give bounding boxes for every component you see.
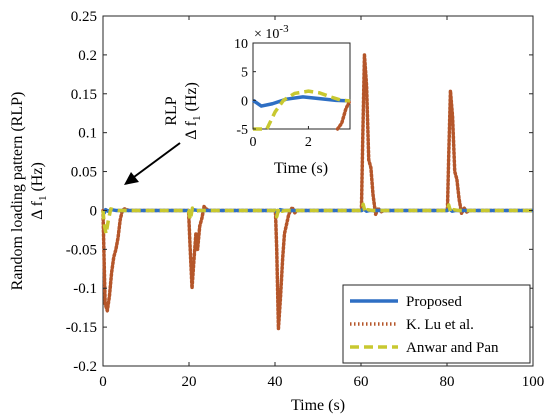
annotation-unit: (Hz) (183, 82, 200, 115)
x-axis-label: Time (s) (291, 397, 345, 414)
x-tick-label: 20 (182, 374, 197, 390)
inset-scale-label: × 10-3 (254, 23, 289, 42)
y-tick-label: 0.1 (78, 126, 97, 142)
x-tick-label: 100 (522, 374, 545, 390)
y-tick-label: -0.2 (73, 359, 97, 375)
annotation-delta: Δ f (183, 120, 200, 139)
y-axis-label-line2: Δ f1 (Hz) (29, 162, 49, 220)
y-axis-label-unit: (Hz) (29, 162, 46, 195)
inset-series-line-0 (252, 95, 351, 108)
y-axis-label-subscript: 1 (37, 196, 49, 202)
inset-series-line-2 (253, 89, 351, 131)
main-series-group (101, 53, 535, 331)
annotation-subscript: 1 (191, 116, 203, 122)
inset-y-tick-label: 0 (241, 94, 248, 109)
annotation-rlp: RLP (163, 96, 180, 125)
inset-x-axis-label: Time (s) (274, 160, 328, 177)
inset-y-ticks: -5 0 5 10 (234, 37, 256, 138)
y-tick-label: 0.25 (71, 9, 97, 25)
inset-x-tick-label: 2 (305, 135, 312, 150)
y-ticks: -0.2 -0.15 -0.1 -0.05 0 0.05 0.1 0.15 0.2 0.25 (66, 9, 533, 375)
inset-plot-area (252, 42, 351, 130)
annotation-arrow-head (124, 172, 139, 185)
series-line-2 (101, 202, 533, 236)
legend-label-anwar: Anwar and Pan (406, 340, 499, 356)
inset-y-tick-label: 5 (241, 66, 248, 81)
x-tick-label: 60 (354, 374, 369, 390)
y-tick-label: 0.05 (71, 165, 97, 181)
inset-series-group (252, 89, 352, 131)
x-tick-label: 40 (268, 374, 283, 390)
x-tick-label: 0 (99, 374, 107, 390)
annotation-arrow-shaft (133, 142, 181, 178)
inset-y-tick-label: 10 (234, 37, 248, 52)
legend-label-klu: K. Lu et al. (406, 317, 474, 333)
y-axis-label-line1: Random loading pattern (RLP) (9, 92, 26, 291)
y-tick-label: 0.15 (71, 87, 97, 103)
legend-label-proposed: Proposed (406, 294, 462, 310)
x-ticks: 0 20 40 60 80 100 (99, 16, 544, 390)
x-tick-label: 80 (440, 374, 455, 390)
legend: Proposed K. Lu et al. Anwar and Pan (342, 284, 531, 364)
y-tick-label: -0.1 (73, 281, 97, 297)
y-axis-label-delta: Δ f (29, 200, 46, 219)
y-tick-label: 0 (90, 203, 98, 219)
y-tick-label: -0.05 (66, 242, 97, 258)
inset-scale-base: × 10 (254, 27, 279, 42)
annotation-delta-f1: Δ f1 (Hz) (183, 82, 203, 140)
inset-y-tick-label: -5 (236, 123, 248, 138)
y-tick-label: 0.2 (78, 48, 97, 64)
y-tick-label: -0.15 (66, 320, 97, 336)
inset-scale-exponent: -3 (279, 23, 289, 35)
inset-series-line-1 (335, 98, 352, 131)
inset-x-tick-label: 0 (250, 135, 257, 150)
